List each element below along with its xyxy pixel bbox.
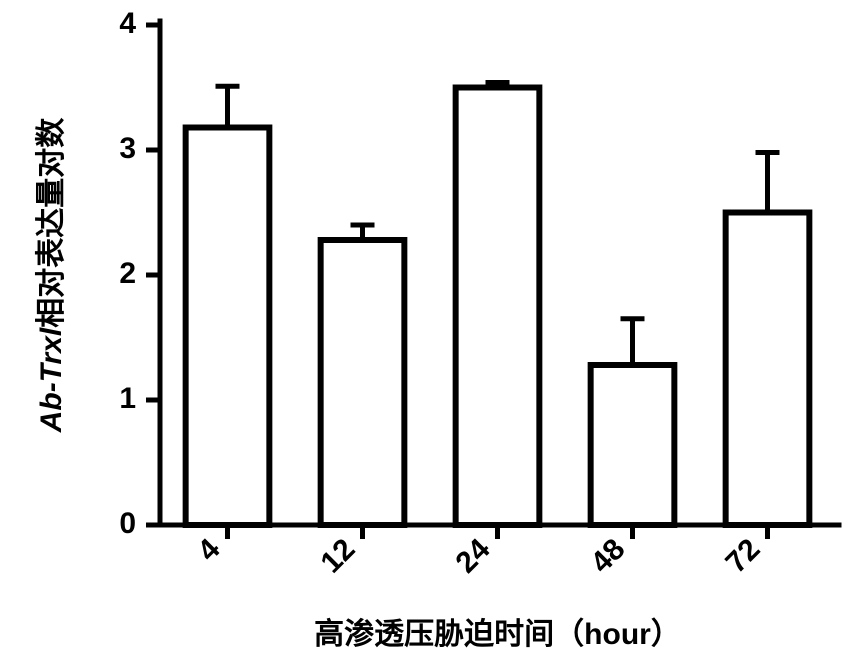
y-axis-label-italic: Ab-Trxl (35, 328, 68, 432)
x-tick-label: 48 (585, 533, 632, 580)
bar (591, 365, 675, 525)
y-tick-label: 4 (119, 7, 136, 40)
y-tick-label: 3 (119, 132, 136, 165)
y-tick-label: 1 (119, 382, 136, 415)
bar (726, 213, 810, 526)
y-axis-label-rest: 相对表达量对数 (35, 118, 68, 328)
x-tick-label: 4 (191, 532, 226, 567)
x-tick-label: 12 (315, 533, 362, 580)
bar (321, 240, 405, 525)
x-tick-label: 72 (720, 533, 767, 580)
y-axis-label: Ab-Trxl相对表达量对数 (26, 118, 70, 432)
y-tick-label: 2 (119, 257, 136, 290)
x-axis-label: 高渗透压胁迫时间（hour） (160, 609, 835, 653)
bar (456, 88, 540, 526)
y-tick-label: 0 (119, 507, 136, 540)
bar (186, 128, 270, 526)
bar-chart-svg: 01234412244872 (0, 0, 865, 671)
x-tick-label: 24 (450, 532, 497, 579)
bar-chart-figure: 01234412244872 Ab-Trxl相对表达量对数 高渗透压胁迫时间（h… (0, 0, 865, 671)
